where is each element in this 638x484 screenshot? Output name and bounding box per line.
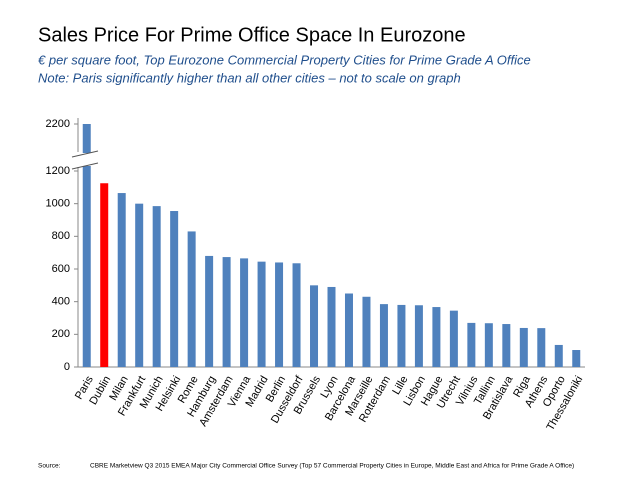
bar xyxy=(484,323,493,367)
bar xyxy=(170,211,179,367)
y-tick-label: 600 xyxy=(52,263,70,275)
y-tick-label: 400 xyxy=(52,296,70,308)
bar xyxy=(135,203,144,367)
bar xyxy=(554,344,563,367)
bar xyxy=(467,322,476,367)
source-label: Source: xyxy=(38,463,61,470)
y-tick-label: 1000 xyxy=(46,198,70,210)
source-text: CBRE Marketview Q3 2015 EMEA Major City … xyxy=(90,463,574,470)
bar xyxy=(310,285,319,367)
bar xyxy=(397,304,406,367)
y-tick-label: 1200 xyxy=(46,165,70,177)
bar xyxy=(152,206,161,367)
bar xyxy=(362,296,371,367)
bar xyxy=(502,324,511,367)
chart-subtitle: € per square foot, Top Eurozone Commerci… xyxy=(38,52,531,67)
y-tick-label: 800 xyxy=(52,230,70,242)
bar xyxy=(205,255,214,367)
chart-title: Sales Price For Prime Office Space In Eu… xyxy=(38,24,466,46)
bar xyxy=(222,257,231,367)
bar xyxy=(292,263,301,367)
bar xyxy=(275,262,284,367)
bar xyxy=(117,193,126,367)
bar xyxy=(187,231,196,367)
bar xyxy=(240,258,249,367)
bar xyxy=(379,304,388,367)
bar xyxy=(82,124,91,367)
break-mark xyxy=(71,150,99,158)
bar xyxy=(572,350,581,367)
bar xyxy=(414,305,423,367)
y-tick-label: 200 xyxy=(52,328,70,340)
y-tick-label: 2200 xyxy=(46,118,70,130)
y-tick-label: 0 xyxy=(64,361,70,373)
bar xyxy=(519,327,528,367)
axis-break xyxy=(70,153,100,166)
bar xyxy=(344,293,353,367)
bar xyxy=(537,328,546,367)
bar xyxy=(327,286,336,367)
bar xyxy=(449,310,458,367)
chart-note: Note: Paris significantly higher than al… xyxy=(38,70,461,85)
break-mark xyxy=(71,162,99,170)
bar xyxy=(257,261,266,367)
bar xyxy=(100,183,109,367)
bar xyxy=(432,307,441,367)
